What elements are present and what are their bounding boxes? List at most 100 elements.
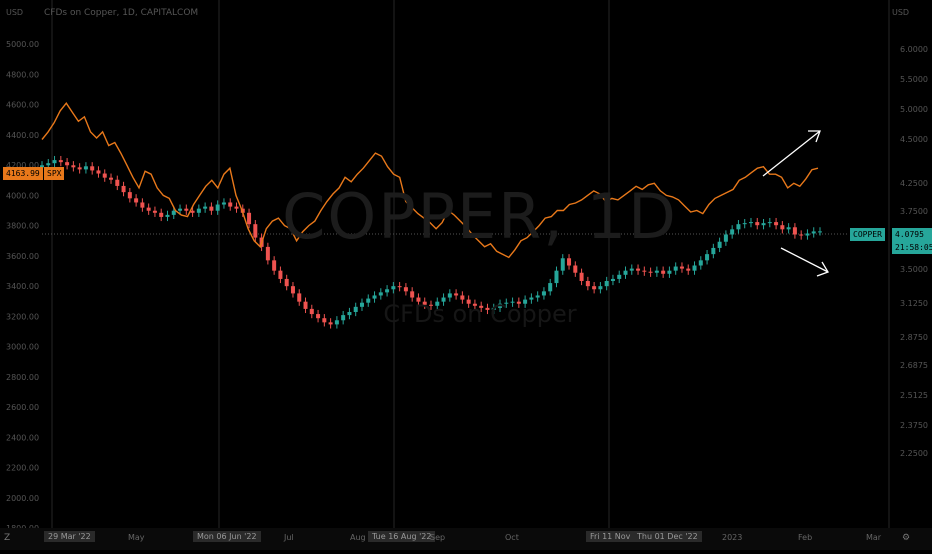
copper-candle	[786, 227, 791, 230]
copper-candle	[654, 270, 659, 273]
copper-candle	[579, 272, 584, 281]
copper-candle	[83, 166, 88, 170]
right-tick-label: 2.6875	[900, 361, 928, 370]
copper-candle	[435, 301, 440, 306]
copper-candle	[347, 312, 352, 316]
copper-candle	[397, 286, 402, 288]
copper-candle	[46, 163, 51, 166]
copper-candle	[774, 222, 779, 226]
arrow-up-shaft	[762, 130, 821, 177]
copper-candle	[554, 270, 559, 284]
copper-candle	[767, 222, 772, 224]
copper-candle	[422, 301, 427, 305]
copper-candle	[140, 202, 145, 208]
right-tick-label: 3.1250	[900, 299, 928, 308]
left-tick-label: 4000.00	[6, 191, 39, 200]
copper-candle	[265, 246, 270, 261]
copper-candle	[134, 198, 139, 203]
copper-candle	[71, 165, 76, 168]
copper-candle	[592, 286, 597, 290]
copper-candle	[792, 227, 797, 235]
date-tick-label: Mar	[866, 533, 882, 542]
left-tick-label: 2400.00	[6, 433, 39, 442]
copper-candle	[548, 283, 553, 292]
arrow-down-shaft	[780, 247, 829, 273]
copper-candle	[203, 206, 208, 209]
settings-gear-icon[interactable]: ⚙	[902, 533, 911, 543]
copper-candle	[667, 270, 672, 274]
copper-candle	[523, 299, 528, 304]
copper-candle	[623, 270, 628, 275]
copper-candle	[755, 222, 760, 226]
date-tick-label: 29 Mar '22	[44, 531, 95, 542]
copper-candle	[372, 295, 377, 299]
copper-countdown: 21:58:05	[895, 243, 932, 252]
right-tick-label: 5.0000	[900, 105, 928, 114]
copper-candle	[171, 210, 176, 215]
copper-candle	[309, 308, 314, 315]
date-tick-label: May	[128, 533, 145, 542]
copper-candle	[196, 208, 201, 213]
copper-candle	[661, 270, 666, 274]
timezone-icon[interactable]: Z	[4, 533, 11, 543]
copper-candle	[209, 206, 214, 211]
copper-candle	[403, 287, 408, 292]
copper-candle	[90, 166, 95, 171]
left-tick-label: 3000.00	[6, 343, 39, 352]
copper-candle	[692, 265, 697, 271]
right-tick-label: 2.3750	[900, 421, 928, 430]
copper-candle	[598, 286, 603, 290]
copper-candle	[334, 320, 339, 325]
date-tick-label: Feb	[798, 533, 813, 542]
right-tick-label: 5.5000	[900, 75, 928, 84]
copper-candle	[178, 208, 183, 211]
copper-candle	[705, 254, 710, 261]
copper-price-tag: 4.0795 21:58:05	[892, 228, 932, 254]
date-tick-label: Aug	[350, 533, 366, 542]
right-tick-label: 2.2500	[900, 449, 928, 458]
left-tick-label: 4200.00	[6, 161, 39, 170]
copper-candle	[510, 301, 515, 303]
copper-candle	[272, 260, 277, 271]
copper-candle	[96, 170, 101, 174]
copper-candle	[799, 234, 804, 236]
left-axis-unit: USD	[6, 8, 24, 17]
copper-candle	[221, 202, 226, 205]
left-tick-label: 3400.00	[6, 282, 39, 291]
copper-candle	[711, 247, 716, 255]
copper-candle	[215, 204, 220, 211]
right-tick-label: 2.5125	[900, 391, 928, 400]
copper-candle	[159, 212, 164, 217]
left-tick-label: 3800.00	[6, 222, 39, 231]
copper-candle	[723, 234, 728, 242]
copper-candle	[604, 281, 609, 287]
copper-candle	[121, 185, 126, 193]
copper-candle	[234, 206, 239, 209]
copper-candle	[366, 298, 371, 303]
copper-candle	[498, 303, 503, 308]
copper-candle	[341, 315, 346, 321]
copper-candle	[560, 258, 565, 271]
left-tick-label: 4800.00	[6, 70, 39, 79]
copper-candle	[730, 229, 735, 235]
spx-price-tag: 4163.99	[3, 167, 43, 180]
arrow-up-head	[808, 130, 821, 143]
copper-candle	[77, 167, 82, 170]
copper-candle	[610, 278, 615, 281]
copper-candle	[102, 173, 107, 178]
left-tick-label: 2800.00	[6, 373, 39, 382]
right-tick-label: 4.2500	[900, 179, 928, 188]
copper-candle	[441, 297, 446, 302]
copper-name-tag[interactable]: COPPER	[850, 228, 885, 241]
copper-candle	[642, 270, 647, 272]
copper-candle	[736, 224, 741, 230]
copper-candle	[636, 268, 641, 271]
date-tick-label: Oct	[505, 533, 519, 542]
left-tick-label: 5000.00	[6, 40, 39, 49]
copper-candle	[491, 307, 496, 310]
spx-name-tag[interactable]: SPX	[44, 167, 65, 180]
copper-candle	[516, 301, 521, 304]
copper-candle	[529, 297, 534, 300]
copper-candle	[109, 177, 114, 180]
